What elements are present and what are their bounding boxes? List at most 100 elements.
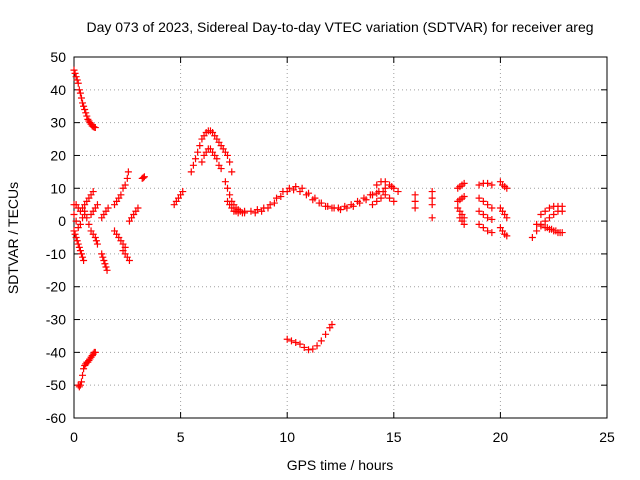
data-point xyxy=(75,243,83,251)
data-point xyxy=(139,174,147,182)
data-point xyxy=(386,194,394,202)
data-point xyxy=(309,196,317,204)
data-point xyxy=(390,197,398,205)
series-hump-6 xyxy=(187,127,236,176)
data-point xyxy=(360,194,368,202)
data-point xyxy=(270,199,278,207)
data-point xyxy=(93,201,101,209)
series-early-b xyxy=(70,188,97,215)
data-point xyxy=(322,202,330,210)
chart-title: Day 073 of 2023, Sidereal Day-to-day VTE… xyxy=(86,19,593,35)
series-neg-arc-10 xyxy=(283,320,336,354)
y-tick-label: -60 xyxy=(46,410,66,426)
data-point xyxy=(189,161,197,169)
data-point xyxy=(72,217,80,225)
data-point xyxy=(533,220,541,228)
x-axis-label: GPS time / hours xyxy=(287,457,394,473)
data-point xyxy=(224,184,232,192)
data-point xyxy=(83,214,91,222)
data-point xyxy=(91,348,99,356)
data-point xyxy=(309,345,317,353)
data-point xyxy=(226,191,234,199)
data-point xyxy=(390,184,398,192)
data-point xyxy=(373,189,381,197)
data-point xyxy=(196,142,204,150)
data-point xyxy=(83,112,91,120)
data-point xyxy=(99,253,107,261)
data-point xyxy=(305,346,313,354)
data-point xyxy=(187,168,195,176)
data-point xyxy=(89,188,97,196)
data-point xyxy=(479,211,487,219)
data-point xyxy=(77,250,85,258)
series-band-14b xyxy=(368,191,398,209)
series-hump-6b xyxy=(198,145,225,173)
data-point xyxy=(537,222,545,230)
data-point xyxy=(251,209,259,217)
data-point xyxy=(475,220,483,228)
series-pts-20-c xyxy=(496,224,511,240)
data-point xyxy=(386,181,394,189)
data-point xyxy=(123,174,131,182)
series-pts-18-d xyxy=(456,214,468,228)
data-point xyxy=(373,197,381,205)
data-point xyxy=(125,256,133,264)
data-point xyxy=(484,201,492,209)
data-point xyxy=(556,229,564,237)
data-point xyxy=(488,229,496,237)
data-point xyxy=(283,188,291,196)
series-pts-20-a xyxy=(496,178,511,192)
data-point xyxy=(79,253,87,261)
series-late-21 xyxy=(528,207,566,241)
data-point xyxy=(341,202,349,210)
y-tick-label: 50 xyxy=(50,49,66,65)
data-point xyxy=(460,192,468,200)
series-early-c xyxy=(70,211,89,232)
x-tick-label: 15 xyxy=(386,429,402,445)
data-point xyxy=(74,79,82,87)
data-point xyxy=(548,225,556,233)
series-early-f xyxy=(98,250,111,274)
data-point xyxy=(241,207,249,215)
data-point xyxy=(91,124,99,132)
x-tick-label: 0 xyxy=(70,429,78,445)
data-point xyxy=(98,250,106,258)
data-point xyxy=(75,383,83,391)
data-point xyxy=(277,192,285,200)
data-point xyxy=(479,224,487,232)
data-point xyxy=(484,179,492,187)
series-late-21c xyxy=(533,220,566,237)
y-tick-label: -50 xyxy=(46,377,66,393)
data-point xyxy=(354,197,362,205)
data-point xyxy=(194,148,202,156)
data-point xyxy=(460,179,468,187)
y-tick-label: -40 xyxy=(46,344,66,360)
y-tick-label: -10 xyxy=(46,246,66,262)
series-scatter-7b xyxy=(224,197,242,217)
data-point xyxy=(373,181,381,189)
x-tick-label: 20 xyxy=(493,429,509,445)
data-point xyxy=(226,158,234,166)
data-point xyxy=(313,342,321,350)
data-point xyxy=(503,184,511,192)
data-point xyxy=(224,151,232,159)
data-point xyxy=(103,266,111,274)
series-early-e xyxy=(87,201,101,219)
y-axis-label: SDTVAR / TECUs xyxy=(5,182,21,294)
data-point xyxy=(334,204,342,212)
data-point xyxy=(545,204,553,212)
data-point xyxy=(488,204,496,212)
data-point xyxy=(503,232,511,240)
data-point xyxy=(70,227,78,235)
series-wave-8-12b xyxy=(251,186,387,217)
data-point xyxy=(322,330,330,338)
series-pts-16 xyxy=(411,191,419,212)
series-late-21d xyxy=(543,224,564,237)
data-point xyxy=(134,204,142,212)
data-point xyxy=(76,247,84,255)
data-point xyxy=(328,204,336,212)
marks-layer xyxy=(70,66,566,391)
series-point-3 xyxy=(138,173,148,182)
data-point xyxy=(72,234,80,241)
